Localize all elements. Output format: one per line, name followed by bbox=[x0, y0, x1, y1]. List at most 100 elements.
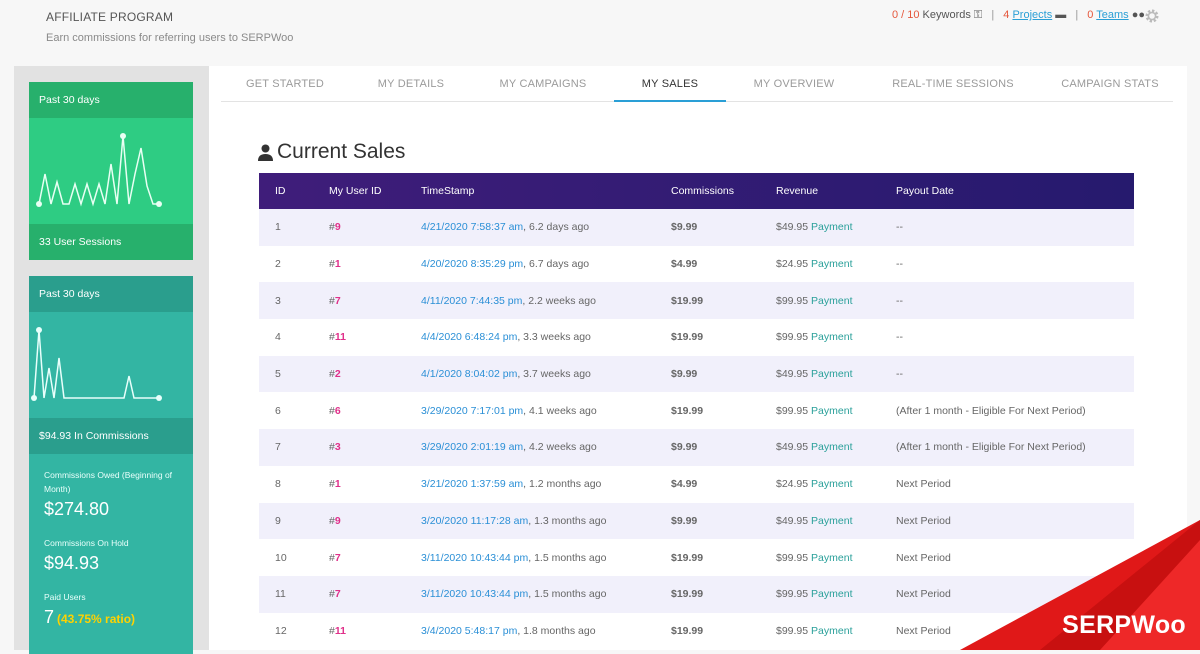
tab-my-sales[interactable]: MY SALES bbox=[614, 66, 726, 102]
payment-link[interactable]: Payment bbox=[811, 331, 852, 343]
payment-link[interactable]: Payment bbox=[811, 515, 852, 527]
sessions-card-footer: 33 User Sessions bbox=[29, 224, 193, 260]
timestamp-link[interactable]: 3/11/2020 10:43:44 pm bbox=[421, 552, 528, 564]
timestamp-link[interactable]: 4/21/2020 7:58:37 am bbox=[421, 221, 523, 233]
user-id[interactable]: #9 bbox=[313, 209, 405, 246]
col-header-user-id[interactable]: My User ID bbox=[313, 173, 405, 209]
commission-value: $19.99 bbox=[655, 282, 760, 319]
payment-link[interactable]: Payment bbox=[811, 295, 852, 307]
projects-count: 4 bbox=[1003, 9, 1009, 21]
user-id[interactable]: #9 bbox=[313, 503, 405, 540]
timestamp-ago: , 2.2 weeks ago bbox=[522, 295, 596, 307]
col-header-id[interactable]: ID bbox=[259, 173, 313, 209]
user-id-link[interactable]: 1 bbox=[335, 478, 341, 490]
payout-date: -- bbox=[880, 356, 1134, 393]
user-id[interactable]: #7 bbox=[313, 576, 405, 613]
revenue: $24.95 Payment bbox=[760, 246, 880, 283]
user-id[interactable]: #11 bbox=[313, 319, 405, 356]
user-id-link[interactable]: 2 bbox=[335, 368, 341, 380]
payment-link[interactable]: Payment bbox=[811, 405, 852, 417]
payment-link[interactable]: Payment bbox=[811, 625, 852, 637]
user-id[interactable]: #1 bbox=[313, 246, 405, 283]
user-id-link[interactable]: 6 bbox=[335, 405, 341, 417]
timestamp-link[interactable]: 3/29/2020 2:01:19 am bbox=[421, 441, 523, 453]
timestamp-link[interactable]: 3/11/2020 10:43:44 pm bbox=[421, 588, 528, 600]
user-id-link[interactable]: 9 bbox=[335, 221, 341, 233]
payment-link[interactable]: Payment bbox=[811, 588, 852, 600]
user-id[interactable]: #3 bbox=[313, 429, 405, 466]
stat-onhold-label: Commissions On Hold bbox=[44, 536, 178, 550]
payment-link[interactable]: Payment bbox=[811, 552, 852, 564]
revenue: $49.95 Payment bbox=[760, 356, 880, 393]
user-id-link[interactable]: 11 bbox=[335, 331, 346, 343]
timestamp-link[interactable]: 3/4/2020 5:48:17 pm bbox=[421, 625, 517, 637]
stat-paid-users-value: 7 bbox=[44, 607, 54, 627]
key-icon: ⚿ bbox=[974, 9, 982, 21]
user-id[interactable]: #7 bbox=[313, 282, 405, 319]
user-id[interactable]: #7 bbox=[313, 539, 405, 576]
user-id-link[interactable]: 7 bbox=[335, 552, 341, 564]
timestamp: 3/4/2020 5:48:17 pm, 1.8 months ago bbox=[405, 613, 655, 650]
user-id-link[interactable]: 7 bbox=[335, 295, 341, 307]
revenue-value: $99.95 bbox=[776, 552, 808, 564]
payment-link[interactable]: Payment bbox=[811, 258, 852, 270]
teams-link[interactable]: Teams bbox=[1096, 9, 1128, 21]
keywords-count: 0 / 10 bbox=[892, 9, 920, 21]
payment-link[interactable]: Payment bbox=[811, 368, 852, 380]
stat-owed-label: Commissions Owed (Beginning of Month) bbox=[44, 468, 178, 496]
col-header-timestamp[interactable]: TimeStamp bbox=[405, 173, 655, 209]
timestamp-link[interactable]: 3/29/2020 7:17:01 pm bbox=[421, 405, 523, 417]
timestamp-link[interactable]: 4/1/2020 8:04:02 pm bbox=[421, 368, 517, 380]
revenue-value: $99.95 bbox=[776, 331, 808, 343]
timestamp: 3/29/2020 2:01:19 am, 4.2 weeks ago bbox=[405, 429, 655, 466]
user-id-link[interactable]: 9 bbox=[335, 515, 341, 527]
timestamp-link[interactable]: 3/20/2020 11:17:28 am bbox=[421, 515, 528, 527]
payout-date: -- bbox=[880, 246, 1134, 283]
timestamp: 3/20/2020 11:17:28 am, 1.3 months ago bbox=[405, 503, 655, 540]
usage-summary: 0 / 10 Keywords ⚿ | 4 Projects ▬ | 0 Tea… bbox=[892, 9, 1145, 22]
timestamp-ago: , 6.2 days ago bbox=[523, 221, 589, 233]
projects-link[interactable]: Projects bbox=[1012, 9, 1052, 21]
user-id[interactable]: #6 bbox=[313, 392, 405, 429]
commission-value: $9.99 bbox=[655, 429, 760, 466]
user-id-link[interactable]: 11 bbox=[335, 625, 346, 637]
user-id[interactable]: #1 bbox=[313, 466, 405, 503]
timestamp-ago: , 1.5 months ago bbox=[528, 588, 606, 600]
timestamp-link[interactable]: 3/21/2020 1:37:59 am bbox=[421, 478, 523, 490]
user-id-link[interactable]: 7 bbox=[335, 588, 341, 600]
timestamp: 4/21/2020 7:58:37 am, 6.2 days ago bbox=[405, 209, 655, 246]
commissions-card-header: Past 30 days bbox=[29, 276, 193, 312]
payment-link[interactable]: Payment bbox=[811, 221, 852, 233]
payment-link[interactable]: Payment bbox=[811, 441, 852, 453]
user-id[interactable]: #11 bbox=[313, 613, 405, 650]
user-id-link[interactable]: 1 bbox=[335, 258, 341, 270]
gear-icon[interactable] bbox=[1144, 8, 1160, 24]
tab-real-time-sessions[interactable]: REAL-TIME SESSIONS bbox=[878, 66, 1028, 102]
col-header-revenue[interactable]: Revenue bbox=[760, 173, 880, 209]
col-header-commissions[interactable]: Commissions bbox=[655, 173, 760, 209]
revenue: $99.95 Payment bbox=[760, 576, 880, 613]
user-id-link[interactable]: 3 bbox=[335, 441, 341, 453]
section-title: Current Sales bbox=[258, 140, 405, 164]
sale-id: 3 bbox=[259, 282, 313, 319]
tab-my-details[interactable]: MY DETAILS bbox=[347, 66, 475, 102]
tab-my-campaigns[interactable]: MY CAMPAIGNS bbox=[479, 66, 607, 102]
revenue-value: $99.95 bbox=[776, 588, 808, 600]
stat-paid-users: 7(43.75% ratio) bbox=[44, 607, 178, 628]
commission-value: $19.99 bbox=[655, 319, 760, 356]
revenue-value: $99.95 bbox=[776, 405, 808, 417]
payout-date: -- bbox=[880, 209, 1134, 246]
timestamp-link[interactable]: 4/4/2020 6:48:24 pm bbox=[421, 331, 517, 343]
sale-id: 5 bbox=[259, 356, 313, 393]
timestamp-link[interactable]: 4/20/2020 8:35:29 pm bbox=[421, 258, 523, 270]
tab-my-overview[interactable]: MY OVERVIEW bbox=[730, 66, 858, 102]
col-header-payout-date[interactable]: Payout Date bbox=[880, 173, 1134, 209]
user-id[interactable]: #2 bbox=[313, 356, 405, 393]
timestamp: 4/1/2020 8:04:02 pm, 3.7 weeks ago bbox=[405, 356, 655, 393]
payment-link[interactable]: Payment bbox=[811, 478, 852, 490]
tab-campaign-stats[interactable]: CAMPAIGN STATS bbox=[1047, 66, 1173, 102]
timestamp-link[interactable]: 4/11/2020 7:44:35 pm bbox=[421, 295, 522, 307]
tab-get-started[interactable]: GET STARTED bbox=[221, 66, 349, 102]
